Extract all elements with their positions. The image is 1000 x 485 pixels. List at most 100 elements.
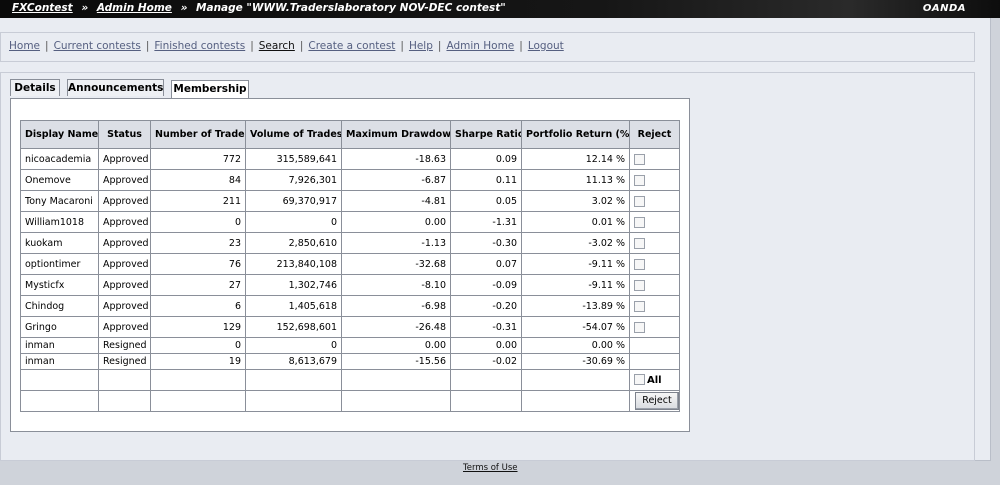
reject-checkbox[interactable]	[634, 195, 645, 207]
select-all-checkbox[interactable]	[634, 374, 645, 386]
cell-volume-of-trades: 0	[245, 211, 342, 233]
cell-volume-of-trades: 1,302,746	[245, 274, 342, 296]
cell-maximum-drawdown: -18.63	[341, 148, 451, 170]
cell-display-name: Tony Macaroni	[20, 190, 99, 212]
empty-cell	[245, 369, 342, 391]
reject-checkbox[interactable]	[634, 279, 645, 291]
cell-reject	[629, 274, 680, 296]
cell-status: Approved	[98, 316, 151, 338]
cell-reject	[629, 295, 680, 317]
nav-create-contest-link[interactable]: Create a contest	[308, 40, 396, 52]
cell-display-name: William1018	[20, 211, 99, 233]
cell-sharpe-ratio: -0.20	[450, 295, 522, 317]
cell-sharpe-ratio: -0.30	[450, 232, 522, 254]
nav-admin-home-link[interactable]: Admin Home	[446, 40, 515, 52]
cell-maximum-drawdown: 0.00	[341, 211, 451, 233]
membership-panel: Display Name Status Number of Trades Vol…	[10, 98, 690, 432]
cell-volume-of-trades: 152,698,601	[245, 316, 342, 338]
cell-volume-of-trades: 0	[245, 337, 342, 354]
nav-current-contests-link[interactable]: Current contests	[53, 40, 141, 52]
table-row-select-all: All	[20, 369, 680, 391]
reject-checkbox[interactable]	[634, 258, 645, 270]
cell-portfolio-return: 3.02 %	[521, 190, 630, 212]
cell-number-of-trades: 0	[150, 211, 246, 233]
cell-status: Resigned	[98, 337, 151, 354]
table-row: Chindog Approved 6 1,405,618 -6.98 -0.20 -13.8…	[20, 295, 680, 317]
cell-display-name: Mysticfx	[20, 274, 99, 296]
tab-membership[interactable]: Membership	[171, 80, 249, 99]
cell-reject	[629, 232, 680, 254]
tab-announcements[interactable]: Announcements	[67, 79, 164, 96]
table-row-actions: Reject	[20, 390, 680, 412]
nav-search-link[interactable]: Search	[258, 40, 295, 52]
reject-checkbox[interactable]	[634, 237, 645, 249]
cell-reject	[629, 253, 680, 275]
cell-sharpe-ratio: 0.00	[450, 337, 522, 354]
cell-volume-of-trades: 69,370,917	[245, 190, 342, 212]
cell-sharpe-ratio: 0.05	[450, 190, 522, 212]
cell-display-name: inman	[20, 353, 99, 370]
select-all-label: All	[647, 374, 662, 386]
reject-checkbox[interactable]	[634, 174, 645, 186]
cell-display-name: optiontimer	[20, 253, 99, 275]
cell-status: Approved	[98, 169, 151, 191]
terms-of-use-link[interactable]: Terms of Use	[463, 463, 518, 473]
cell-status: Approved	[98, 190, 151, 212]
nav-finished-contests-link[interactable]: Finished contests	[154, 40, 246, 52]
table-row: Tony Macaroni Approved 211 69,370,917 -4.81 0…	[20, 190, 680, 212]
cell-portfolio-return: -9.11 %	[521, 274, 630, 296]
nav-separator: |	[437, 40, 442, 52]
cell-reject	[629, 148, 680, 170]
cell-portfolio-return: -9.11 %	[521, 253, 630, 275]
cell-volume-of-trades: 7,926,301	[245, 169, 342, 191]
cell-maximum-drawdown: -6.87	[341, 169, 451, 191]
top-bar: FXContest » Admin Home » Manage "WWW.Tra…	[0, 0, 1000, 18]
empty-cell	[98, 390, 151, 412]
cell-number-of-trades: 0	[150, 337, 246, 354]
nav-help-link[interactable]: Help	[408, 40, 433, 52]
breadcrumb-fxcontest-link[interactable]: FXContest	[12, 2, 73, 14]
reject-button[interactable]: Reject	[635, 392, 679, 410]
cell-status: Approved	[98, 232, 151, 254]
nav-home-link[interactable]: Home	[9, 40, 41, 52]
cell-volume-of-trades: 8,613,679	[245, 353, 342, 370]
breadcrumb-admin-home-link[interactable]: Admin Home	[96, 2, 172, 14]
column-header-status: Status	[98, 120, 151, 149]
empty-cell	[521, 369, 630, 391]
cell-display-name: kuokam	[20, 232, 99, 254]
empty-cell	[341, 369, 451, 391]
cell-portfolio-return: -13.89 %	[521, 295, 630, 317]
cell-display-name: nicoacademia	[20, 148, 99, 170]
table-row: inman Resigned 0 0 0.00 0.00 0.00 %	[20, 337, 680, 354]
membership-table: Display Name Status Number of Trades Vol…	[20, 120, 680, 412]
breadcrumb-separator: »	[180, 2, 188, 14]
cell-sharpe-ratio: 0.11	[450, 169, 522, 191]
nav-separator: |	[145, 40, 150, 52]
breadcrumb-separator: »	[81, 2, 89, 14]
cell-sharpe-ratio: -0.09	[450, 274, 522, 296]
cell-maximum-drawdown: 0.00	[341, 337, 451, 354]
reject-checkbox[interactable]	[634, 300, 645, 312]
tab-details[interactable]: Details	[10, 79, 60, 96]
cell-portfolio-return: -54.07 %	[521, 316, 630, 338]
reject-checkbox[interactable]	[634, 216, 645, 228]
cell-status: Approved	[98, 211, 151, 233]
table-row: William1018 Approved 0 0 0.00 -1.31 0.01 %	[20, 211, 680, 233]
table-row: kuokam Approved 23 2,850,610 -1.13 -0.30 -3.02…	[20, 232, 680, 254]
nav-logout-link[interactable]: Logout	[527, 40, 564, 52]
reject-checkbox[interactable]	[634, 153, 645, 165]
cell-number-of-trades: 6	[150, 295, 246, 317]
table-row: nicoacademia Approved 772 315,589,641 -18.63…	[20, 148, 680, 170]
reject-checkbox[interactable]	[634, 321, 645, 333]
cell-status: Approved	[98, 148, 151, 170]
cell-portfolio-return: 12.14 %	[521, 148, 630, 170]
table-row: Mysticfx Approved 27 1,302,746 -8.10 -0.09 -9.…	[20, 274, 680, 296]
column-header-sharpe-ratio: Sharpe Ratio	[450, 120, 522, 149]
cell-status: Approved	[98, 253, 151, 275]
cell-number-of-trades: 19	[150, 353, 246, 370]
cell-maximum-drawdown: -26.48	[341, 316, 451, 338]
cell-number-of-trades: 23	[150, 232, 246, 254]
cell-maximum-drawdown: -8.10	[341, 274, 451, 296]
cell-maximum-drawdown: -1.13	[341, 232, 451, 254]
column-header-maximum-drawdown: Maximum Drawdown	[341, 120, 451, 149]
